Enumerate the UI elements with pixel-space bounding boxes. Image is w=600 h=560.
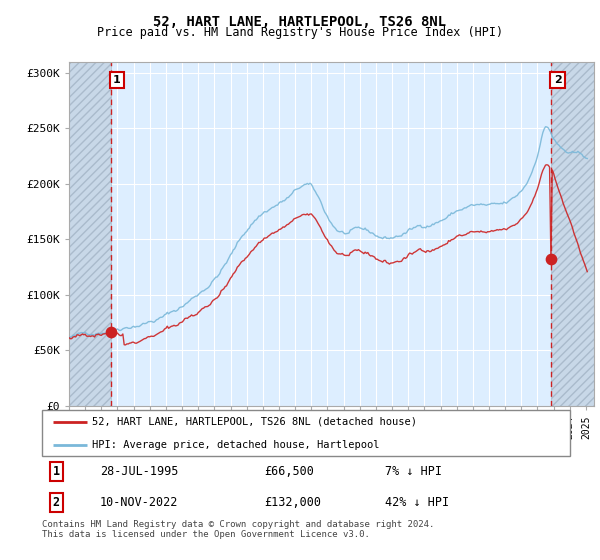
Text: 10-NOV-2022: 10-NOV-2022 (100, 496, 178, 510)
Text: 1: 1 (113, 75, 121, 85)
Text: Price paid vs. HM Land Registry's House Price Index (HPI): Price paid vs. HM Land Registry's House … (97, 26, 503, 39)
Text: 1: 1 (53, 465, 59, 478)
Text: 2: 2 (554, 75, 562, 85)
Text: £132,000: £132,000 (264, 496, 321, 510)
Text: Contains HM Land Registry data © Crown copyright and database right 2024.
This d: Contains HM Land Registry data © Crown c… (42, 520, 434, 539)
Text: £66,500: £66,500 (264, 465, 314, 478)
Bar (69, 62, 110, 406)
Text: 52, HART LANE, HARTLEPOOL, TS26 8NL: 52, HART LANE, HARTLEPOOL, TS26 8NL (154, 15, 446, 29)
Text: 7% ↓ HPI: 7% ↓ HPI (385, 465, 442, 478)
Text: 52, HART LANE, HARTLEPOOL, TS26 8NL (detached house): 52, HART LANE, HARTLEPOOL, TS26 8NL (det… (92, 417, 417, 427)
Point (547, 255, 556, 264)
Bar (551, 62, 594, 406)
Text: 2: 2 (53, 496, 59, 510)
Point (106, 328, 115, 337)
Text: HPI: Average price, detached house, Hartlepool: HPI: Average price, detached house, Hart… (92, 440, 380, 450)
Text: 28-JUL-1995: 28-JUL-1995 (100, 465, 178, 478)
Text: 42% ↓ HPI: 42% ↓ HPI (385, 496, 449, 510)
